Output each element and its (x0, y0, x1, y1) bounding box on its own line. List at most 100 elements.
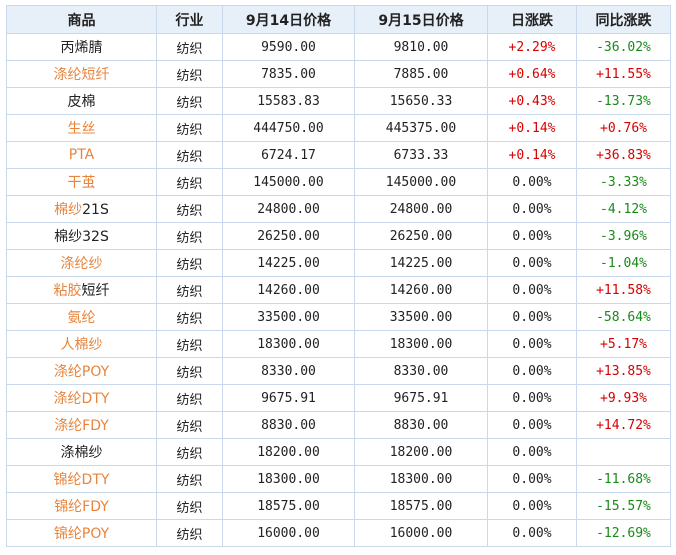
table-row: 涤纶纱 纺织 14225.00 14225.00 0.00% -1.04% (6, 249, 671, 277)
commodity-link[interactable]: 生丝 (67, 121, 96, 137)
commodity-link[interactable]: 人棉纱 (60, 337, 103, 353)
sector-cell: 纺织 (156, 384, 223, 412)
commodity-link[interactable]: 棉纱 (54, 202, 83, 218)
commodity-cell: 粘胶短纤 (6, 276, 157, 304)
daily-change-cell: 0.00% (487, 249, 577, 277)
price-sep15-cell: 445375.00 (354, 114, 488, 142)
yoy-change-cell: -58.64% (576, 303, 671, 331)
price-sep15-cell: 14260.00 (354, 276, 488, 304)
commodity-cell: 丙烯腈 (6, 33, 157, 61)
commodity-label: 短纤 (81, 283, 110, 299)
yoy-change-cell: -12.69% (576, 519, 671, 547)
price-sep15-cell: 18300.00 (354, 465, 488, 493)
yoy-change-cell: -36.02% (576, 33, 671, 61)
price-sep14-cell: 33500.00 (222, 303, 355, 331)
price-sep15-cell: 18300.00 (354, 330, 488, 358)
daily-change-cell: 0.00% (487, 222, 577, 250)
commodity-cell: 氨纶 (6, 303, 157, 331)
price-sep14-cell: 18300.00 (222, 465, 355, 493)
commodity-cell: 锦纶POY (6, 519, 157, 547)
table-row: 皮棉 纺织 15583.83 15650.33 +0.43% -13.73% (6, 87, 671, 115)
sector-cell: 纺织 (156, 465, 223, 493)
commodity-link[interactable]: 氨纶 (67, 310, 96, 326)
yoy-change-cell: +14.72% (576, 411, 671, 439)
table-row: 氨纶 纺织 33500.00 33500.00 0.00% -58.64% (6, 303, 671, 331)
daily-change-cell: 0.00% (487, 411, 577, 439)
commodity-link[interactable]: PTA (68, 147, 95, 163)
header-row: 商品 行业 9月14日价格 9月15日价格 日涨跌 同比涨跌 (6, 5, 671, 34)
yoy-change-cell: +0.76% (576, 114, 671, 142)
price-sep15-cell: 14225.00 (354, 249, 488, 277)
sector-cell: 纺织 (156, 303, 223, 331)
daily-change-cell: 0.00% (487, 276, 577, 304)
commodity-label: 丙烯腈 (60, 40, 103, 56)
yoy-change-cell: -11.68% (576, 465, 671, 493)
price-sep15-cell: 24800.00 (354, 195, 488, 223)
price-sep14-cell: 9675.91 (222, 384, 355, 412)
yoy-change-cell: +5.17% (576, 330, 671, 358)
price-sep15-cell: 18575.00 (354, 492, 488, 520)
daily-change-cell: 0.00% (487, 465, 577, 493)
table-row: 涤纶短纤 纺织 7835.00 7885.00 +0.64% +11.55% (6, 60, 671, 88)
price-sep14-cell: 14225.00 (222, 249, 355, 277)
sector-cell: 纺织 (156, 357, 223, 385)
header-sector: 行业 (156, 5, 223, 34)
daily-change-cell: 0.00% (487, 384, 577, 412)
yoy-change-cell: -3.33% (576, 168, 671, 196)
commodity-label: 棉纱32S (54, 229, 109, 245)
sector-cell: 纺织 (156, 330, 223, 358)
daily-change-cell: +0.14% (487, 141, 577, 169)
price-sep15-cell: 33500.00 (354, 303, 488, 331)
price-sep15-cell: 6733.33 (354, 141, 488, 169)
price-sep14-cell: 444750.00 (222, 114, 355, 142)
table-row: 涤棉纱 纺织 18200.00 18200.00 0.00% (6, 438, 671, 466)
sector-cell: 纺织 (156, 411, 223, 439)
price-table: 商品 行业 9月14日价格 9月15日价格 日涨跌 同比涨跌 丙烯腈 纺织 9590… (6, 5, 671, 547)
daily-change-cell: +0.64% (487, 60, 577, 88)
sector-cell: 纺织 (156, 249, 223, 277)
commodity-link[interactable]: 干茧 (67, 175, 96, 191)
table-row: 涤纶POY 纺织 8330.00 8330.00 0.00% +13.85% (6, 357, 671, 385)
table-row: 干茧 纺织 145000.00 145000.00 0.00% -3.33% (6, 168, 671, 196)
price-sep14-cell: 8330.00 (222, 357, 355, 385)
price-sep15-cell: 8330.00 (354, 357, 488, 385)
table-row: 粘胶短纤 纺织 14260.00 14260.00 0.00% +11.58% (6, 276, 671, 304)
commodity-link[interactable]: 锦纶FDY (54, 499, 109, 515)
daily-change-cell: 0.00% (487, 303, 577, 331)
header-price-sep14: 9月14日价格 (222, 5, 355, 34)
price-sep14-cell: 18575.00 (222, 492, 355, 520)
daily-change-cell: +0.14% (487, 114, 577, 142)
commodity-cell: 涤纶DTY (6, 384, 157, 412)
commodity-cell: 锦纶FDY (6, 492, 157, 520)
daily-change-cell: 0.00% (487, 195, 577, 223)
price-sep14-cell: 18200.00 (222, 438, 355, 466)
table-row: 生丝 纺织 444750.00 445375.00 +0.14% +0.76% (6, 114, 671, 142)
sector-cell: 纺织 (156, 195, 223, 223)
commodity-cell: 涤纶短纤 (6, 60, 157, 88)
commodity-link[interactable]: 锦纶POY (53, 526, 110, 542)
table-row: 丙烯腈 纺织 9590.00 9810.00 +2.29% -36.02% (6, 33, 671, 61)
yoy-change-cell: -3.96% (576, 222, 671, 250)
table-row: 人棉纱 纺织 18300.00 18300.00 0.00% +5.17% (6, 330, 671, 358)
yoy-change-cell: +36.83% (576, 141, 671, 169)
commodity-cell: 皮棉 (6, 87, 157, 115)
commodity-link[interactable]: 涤纶DTY (53, 391, 110, 407)
commodity-link[interactable]: 涤纶POY (53, 364, 110, 380)
commodity-link[interactable]: 涤纶FDY (54, 418, 109, 434)
price-sep14-cell: 14260.00 (222, 276, 355, 304)
price-sep15-cell: 8830.00 (354, 411, 488, 439)
commodity-link[interactable]: 涤纶短纤 (53, 67, 110, 83)
commodity-link[interactable]: 粘胶 (53, 283, 82, 299)
yoy-change-cell: -1.04% (576, 249, 671, 277)
price-sep15-cell: 9810.00 (354, 33, 488, 61)
price-sep14-cell: 7835.00 (222, 60, 355, 88)
commodity-link[interactable]: 涤纶纱 (60, 256, 103, 272)
sector-cell: 纺织 (156, 222, 223, 250)
commodity-label: 涤棉纱 (60, 445, 103, 461)
commodity-label: 皮棉 (67, 94, 96, 110)
commodity-label: 21S (82, 202, 109, 218)
commodity-cell: PTA (6, 141, 157, 169)
sector-cell: 纺织 (156, 60, 223, 88)
price-sep14-cell: 9590.00 (222, 33, 355, 61)
commodity-link[interactable]: 锦纶DTY (53, 472, 110, 488)
